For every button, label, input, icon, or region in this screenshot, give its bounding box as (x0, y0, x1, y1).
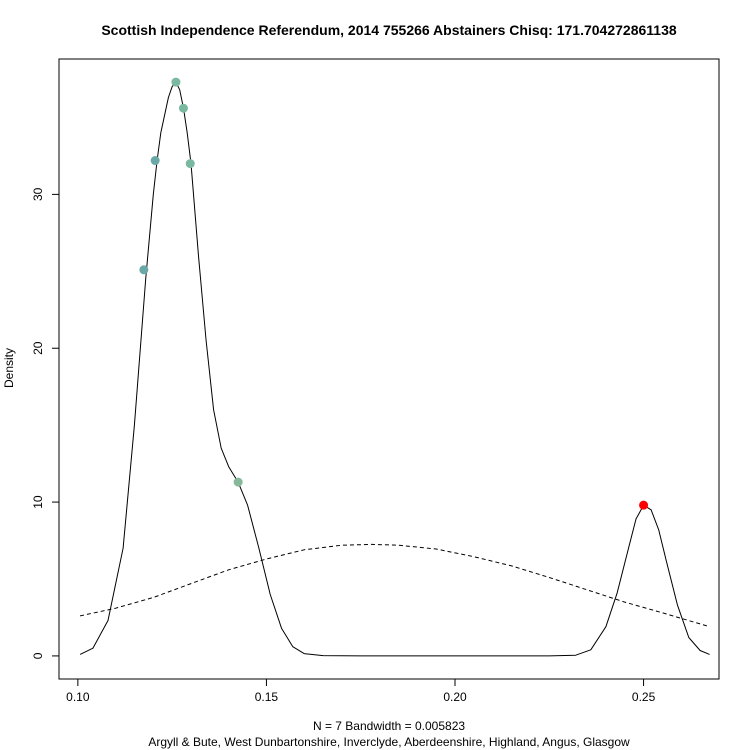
y-axis: 0 10 20 30 (31, 187, 60, 659)
y-tick-label: 10 (31, 495, 45, 509)
x-tick-label: 0.25 (632, 690, 656, 704)
x-tick-label: 0.15 (255, 690, 279, 704)
x-tick-label: 0.20 (443, 690, 467, 704)
x-axis: 0.10 0.15 0.20 0.25 (66, 678, 656, 704)
data-point (233, 477, 243, 487)
x-tick-label: 0.10 (66, 690, 90, 704)
y-tick-label: 20 (31, 341, 45, 355)
dashed-density-line (79, 543, 710, 628)
data-point (639, 500, 649, 510)
density-line (79, 81, 710, 657)
data-point (185, 159, 195, 169)
data-point (150, 156, 160, 166)
points-layer (139, 77, 649, 510)
y-tick-label: 0 (31, 652, 45, 659)
data-point (139, 265, 149, 275)
x-axis-label-line1: N = 7 Bandwidth = 0.005823 (313, 719, 465, 733)
y-tick-label: 30 (31, 187, 45, 201)
data-point (178, 103, 188, 113)
data-point (171, 77, 181, 87)
y-axis-label: Density (2, 348, 16, 388)
series-layer (79, 81, 710, 657)
x-axis-label-line2: Argyll & Bute, West Dunbartonshire, Inve… (148, 735, 630, 749)
chart-title: Scottish Independence Referendum, 2014 7… (101, 22, 677, 38)
